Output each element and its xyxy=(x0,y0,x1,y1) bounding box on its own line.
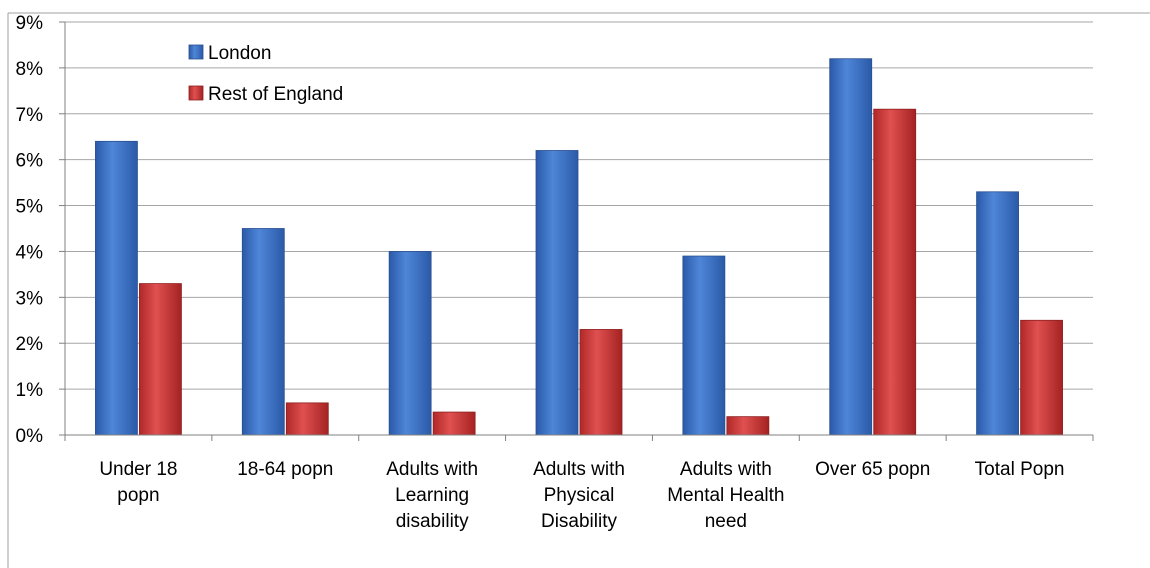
bar-rest-of-england xyxy=(285,402,329,436)
y-tick-label: 1% xyxy=(16,380,44,401)
y-tick-label: 7% xyxy=(16,105,44,126)
x-category-label: Under 18 popn xyxy=(99,459,177,506)
x-category-label-line: Adults with xyxy=(533,459,625,480)
bar-london xyxy=(682,255,726,436)
x-category-label: Adults with Mental Health need xyxy=(667,459,784,532)
x-category-label-line: Over 65 popn xyxy=(815,459,930,480)
legend-label-london: London xyxy=(208,43,271,64)
x-category-label-line: Total Popn xyxy=(975,459,1065,480)
x-category-label-line: Physical xyxy=(544,485,615,506)
y-tick-label: 0% xyxy=(16,426,44,447)
x-category-label-line: Adults with xyxy=(386,459,478,480)
x-category-label: 18-64 popn xyxy=(237,459,333,480)
x-category-label-line: disability xyxy=(396,511,469,532)
legend-swatch-london xyxy=(188,44,204,60)
y-tick-label: 6% xyxy=(16,151,44,172)
bar-london xyxy=(829,58,873,436)
x-category-label-line: Learning xyxy=(395,485,469,506)
x-category-label-line: need xyxy=(705,511,747,532)
x-category-label-line: Mental Health xyxy=(667,485,784,506)
y-tick-label: 9% xyxy=(16,13,44,34)
x-axis: Under 18 popn 18-64 popn Adults with Learnin… xyxy=(64,434,1094,532)
legend-label-rest-of-england: Rest of England xyxy=(208,84,343,105)
y-tick-label: 2% xyxy=(16,334,44,355)
x-category-label-line: 18-64 popn xyxy=(237,459,333,480)
x-category-label: Over 65 popn xyxy=(815,459,930,480)
bar-london xyxy=(976,191,1019,436)
bar-rest-of-england xyxy=(726,416,770,436)
chart-frame xyxy=(7,12,1150,568)
x-category-label: Adults with Physical Disability xyxy=(533,459,625,532)
bar-rest-of-england xyxy=(432,411,476,436)
x-category-label: Adults with Learning disability xyxy=(386,459,478,532)
y-tick-label: 3% xyxy=(16,288,44,309)
legend: London Rest of England xyxy=(188,43,343,105)
x-category-label-line: Adults with xyxy=(680,459,772,480)
bar-london xyxy=(535,150,579,436)
y-axis: 0% 1% 2% 3% 4% 5% 6% 7% 8% 9% xyxy=(16,13,66,447)
bar-rest-of-england xyxy=(1020,319,1063,436)
bar-london xyxy=(388,251,432,436)
y-tick-label: 8% xyxy=(16,59,44,80)
x-category-label: Total Popn xyxy=(975,459,1065,480)
x-category-label-line: Disability xyxy=(541,511,618,532)
x-category-label-line: Under 18 xyxy=(99,459,177,480)
y-tick-label: 4% xyxy=(16,242,44,263)
bar-london xyxy=(95,140,138,436)
x-category-label-line: popn xyxy=(117,485,159,506)
bars xyxy=(95,58,1063,436)
legend-swatch-rest-of-england xyxy=(188,85,204,101)
y-tick-label: 5% xyxy=(16,197,44,218)
bar-rest-of-england xyxy=(139,283,182,436)
bar-rest-of-england xyxy=(579,329,623,436)
bar-london xyxy=(241,228,285,436)
bar-rest-of-england xyxy=(873,108,917,436)
